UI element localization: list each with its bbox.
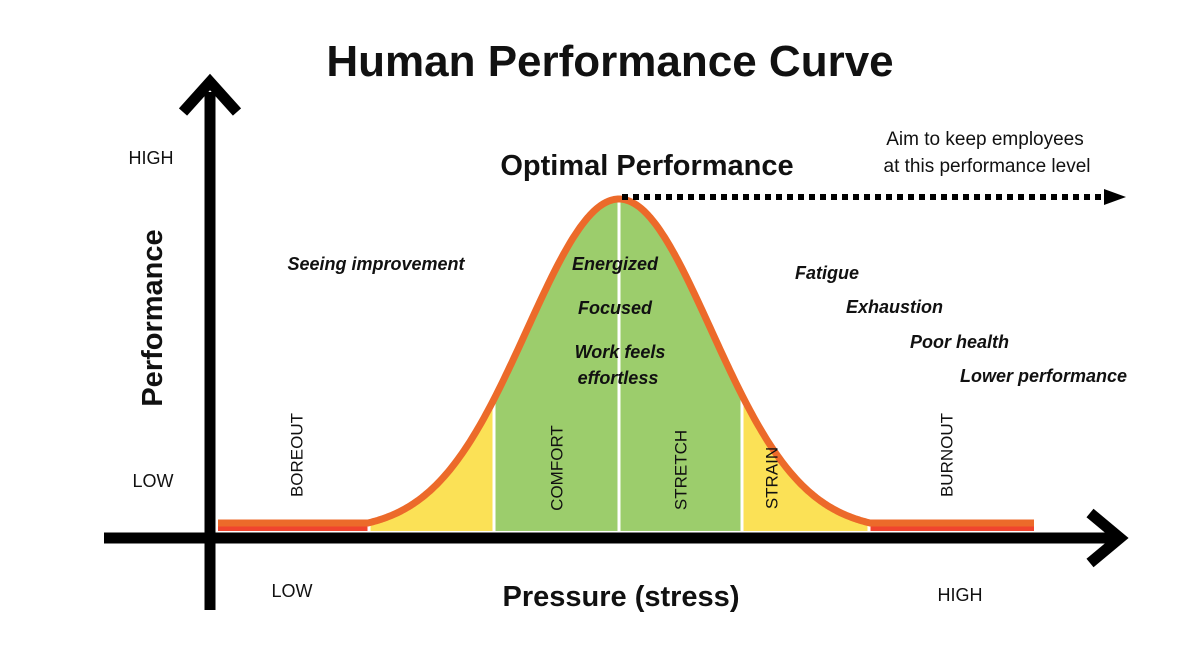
aim-arrowhead [1104,189,1126,205]
right-note-1: Fatigue [795,263,859,283]
center-note-2: Focused [578,298,653,318]
center-note-4: effortless [578,368,659,388]
x-axis-label: Pressure (stress) [503,581,740,613]
zone-fill-3 [619,199,742,531]
right-note-4: Lower performance [960,366,1127,386]
zone-label-boreout: BOREOUT [287,413,306,497]
chart-title: Human Performance Curve [326,37,893,86]
y-axis-low-label: LOW [132,471,173,491]
y-axis-high-label: HIGH [129,148,174,168]
zone-label-stretch: STRETCH [671,430,690,510]
center-note-3: Work feels [575,342,666,362]
x-axis-low-label: LOW [271,581,312,601]
zone-fills [218,199,1034,531]
y-axis-label: Performance [137,229,169,406]
right-note-3: Poor health [910,332,1009,352]
aim-note-line-2: at this performance level [884,156,1091,177]
zone-label-comfort: COMFORT [547,425,566,511]
aim-note-line-1: Aim to keep employees [886,129,1084,150]
zone-label-burnout: BURNOUT [937,413,956,497]
x-axis-high-label: HIGH [938,585,983,605]
zone-fill-1 [369,399,494,531]
y-axis-arrowhead [178,73,242,116]
peak-label: Optimal Performance [500,150,793,182]
x-axis-arrowhead [1086,508,1129,568]
zone-fill-2 [494,199,619,531]
zone-label-strain: STRAIN [762,447,781,509]
left-note: Seeing improvement [287,254,465,274]
center-note-1: Energized [572,254,659,274]
right-note-2: Exhaustion [846,297,943,317]
zone-fill-4 [742,395,869,531]
